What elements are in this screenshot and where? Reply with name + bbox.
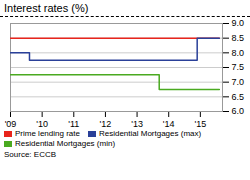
- svg-text:9.0: 9.0: [232, 18, 245, 28]
- html-text:Interest rates (%): Interest rates (%): [4, 2, 89, 14]
- svg-text:6.5: 6.5: [232, 92, 245, 102]
- svg-text:7.0: 7.0: [232, 77, 245, 87]
- svg-text:'09: '09: [5, 119, 17, 129]
- svg-text:6.0: 6.0: [232, 106, 245, 116]
- svg-text:'12: '12: [100, 119, 112, 129]
- html-text:Prime lending rate: Prime lending rate: [15, 129, 80, 138]
- html-text:Residential Mortgages (max): Residential Mortgages (max): [98, 129, 202, 138]
- svg-text:'11: '11: [68, 119, 79, 129]
- svg-text:'13: '13: [131, 119, 143, 129]
- html-text:Source: ECCB: Source: ECCB: [4, 150, 56, 159]
- svg-text:8.5: 8.5: [232, 33, 245, 43]
- svg-text:'14: '14: [163, 119, 175, 129]
- svg-text:7.5: 7.5: [232, 62, 245, 72]
- html-text:Residential Mortgages (min): Residential Mortgages (min): [15, 139, 115, 148]
- svg-text:8.0: 8.0: [232, 48, 245, 58]
- svg-text:'15: '15: [194, 119, 206, 129]
- svg-text:'10: '10: [36, 119, 48, 129]
